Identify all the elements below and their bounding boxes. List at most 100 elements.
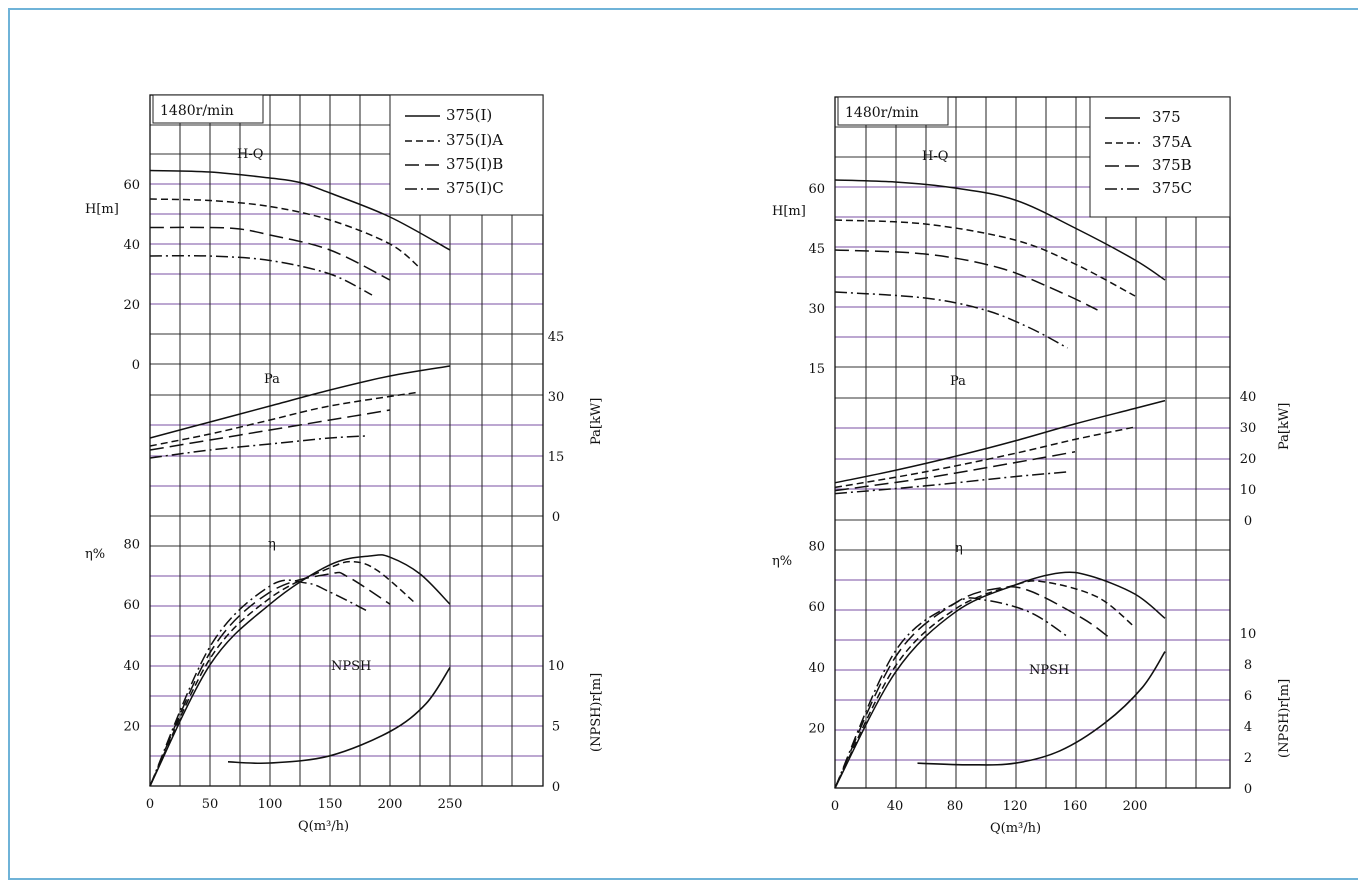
efficiency-tick-label: 40 (808, 661, 825, 676)
efficiency-curve (149, 560, 417, 787)
right-hq-curve-label: H-Q (922, 149, 948, 164)
head-tick-label: 0 (132, 358, 140, 373)
x-tick-label: 200 (1123, 799, 1148, 814)
left-chart: 1480r/min Q(m³/h) H[m] η% Pa[kW] (NPSH)r… (85, 94, 604, 834)
right-chart: 1480r/min Q(m³/h) H[m] η% Pa[kW] (NPSH)r… (772, 96, 1292, 836)
power-tick-label: 0 (1244, 514, 1252, 529)
left-speed-box (152, 94, 264, 124)
npsh-tick-label: 2 (1244, 751, 1252, 766)
power-curve (149, 409, 391, 451)
legend-label: 375(I) (446, 106, 492, 124)
power-curve (834, 426, 1136, 489)
npsh-tick-label: 10 (1240, 627, 1257, 642)
head-tick-label: 15 (808, 362, 825, 377)
efficiency-tick-label: 80 (123, 538, 140, 553)
right-speed-box (837, 96, 949, 126)
head-tick-label: 60 (123, 178, 140, 193)
power-curve (834, 471, 1068, 495)
right-head-axis-label: H[m] (772, 204, 806, 219)
head-curve (149, 198, 421, 269)
legend-label: 375(I)B (446, 155, 503, 173)
left-eta-curve-label: η (268, 537, 276, 552)
power-tick-label: 15 (548, 450, 565, 465)
right-speed-label: 1480r/min (845, 105, 919, 121)
head-tick-label: 40 (123, 238, 140, 253)
efficiency-tick-label: 20 (808, 721, 825, 736)
power-tick-label: 10 (1240, 483, 1257, 498)
npsh-tick-label: 5 (552, 720, 560, 735)
legend-label: 375(I)C (446, 179, 504, 197)
head-curve (149, 226, 391, 281)
x-tick-label: 0 (146, 797, 154, 812)
right-power-axis-label: Pa[kW] (1277, 403, 1292, 450)
head-tick-label: 60 (808, 182, 825, 197)
left-efficiency-axis-label: η% (85, 547, 105, 562)
npsh-curve (917, 651, 1166, 766)
efficiency-tick-label: 80 (808, 540, 825, 555)
right-eta-curve-label: η (955, 541, 963, 556)
legend-box (389, 94, 544, 216)
legend-label: 375B (1152, 156, 1192, 174)
efficiency-curve (834, 586, 1109, 789)
left-speed-label: 1480r/min (160, 103, 234, 119)
left-pa-curve-label: Pa (264, 372, 280, 387)
right-npsh-curve-label: NPSH (1029, 663, 1069, 678)
head-curve (149, 254, 373, 296)
head-curve (834, 179, 1166, 281)
npsh-tick-label: 8 (1244, 658, 1252, 673)
legend-box (1089, 96, 1231, 218)
efficiency-curve (834, 597, 1068, 789)
head-tick-label: 30 (808, 302, 825, 317)
power-curve (149, 435, 367, 459)
x-tick-label: 0 (831, 799, 839, 814)
plot-border (149, 94, 544, 787)
head-curve (834, 291, 1068, 349)
power-tick-label: 45 (548, 330, 565, 345)
x-tick-label: 200 (378, 797, 403, 812)
right-pa-curve-label: Pa (950, 374, 966, 389)
power-curve (834, 451, 1076, 492)
page-frame (8, 8, 1358, 880)
efficiency-curve (834, 580, 1136, 789)
x-tick-label: 120 (1003, 799, 1028, 814)
right-efficiency-axis-label: η% (772, 554, 792, 569)
legend-label: 375 (1152, 108, 1181, 126)
npsh-tick-label: 10 (548, 659, 565, 674)
legend-label: 375A (1152, 133, 1192, 151)
efficiency-curve (149, 579, 367, 787)
head-tick-label: 45 (808, 242, 825, 257)
left-hq-curve-label: H-Q (237, 147, 263, 162)
head-curve (834, 249, 1098, 311)
efficiency-curve (834, 571, 1166, 789)
power-tick-label: 20 (1240, 452, 1257, 467)
head-tick-label: 20 (123, 298, 140, 313)
npsh-tick-label: 0 (552, 780, 560, 795)
power-tick-label: 30 (548, 390, 565, 405)
npsh-tick-label: 4 (1244, 720, 1252, 735)
efficiency-curve (149, 554, 451, 787)
x-tick-label: 80 (947, 799, 964, 814)
power-tick-label: 40 (1240, 390, 1257, 405)
npsh-tick-label: 0 (1244, 782, 1252, 797)
right-x-axis-label: Q(m³/h) (990, 821, 1041, 836)
legend-label: 375C (1152, 179, 1192, 197)
x-tick-label: 150 (318, 797, 343, 812)
x-tick-label: 40 (887, 799, 904, 814)
efficiency-curve (149, 571, 391, 787)
left-x-axis-label: Q(m³/h) (298, 819, 349, 834)
head-curve (149, 169, 451, 251)
x-tick-label: 50 (202, 797, 219, 812)
right-npsh-axis-label: (NPSH)r[m] (1277, 679, 1292, 758)
x-tick-label: 100 (258, 797, 283, 812)
power-curve (834, 399, 1166, 484)
efficiency-tick-label: 20 (123, 719, 140, 734)
head-curve (834, 219, 1136, 297)
legend-label: 375(I)A (446, 131, 503, 149)
npsh-tick-label: 6 (1244, 689, 1252, 704)
left-head-axis-label: H[m] (85, 202, 119, 217)
efficiency-tick-label: 60 (123, 598, 140, 613)
